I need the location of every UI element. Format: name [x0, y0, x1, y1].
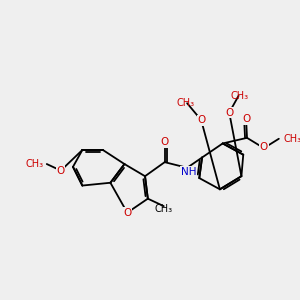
- Text: O: O: [225, 108, 233, 118]
- Text: O: O: [160, 137, 169, 147]
- Text: O: O: [197, 115, 205, 125]
- Text: CH₃: CH₃: [155, 204, 173, 214]
- Text: O: O: [57, 166, 65, 176]
- Text: O: O: [242, 114, 250, 124]
- Text: CH₃: CH₃: [231, 91, 249, 101]
- Text: O: O: [123, 208, 131, 218]
- Text: NH: NH: [181, 167, 196, 177]
- Text: CH₃: CH₃: [26, 159, 44, 169]
- Text: CH₃: CH₃: [177, 98, 195, 108]
- Text: O: O: [260, 142, 268, 152]
- Text: CH₃: CH₃: [283, 134, 300, 144]
